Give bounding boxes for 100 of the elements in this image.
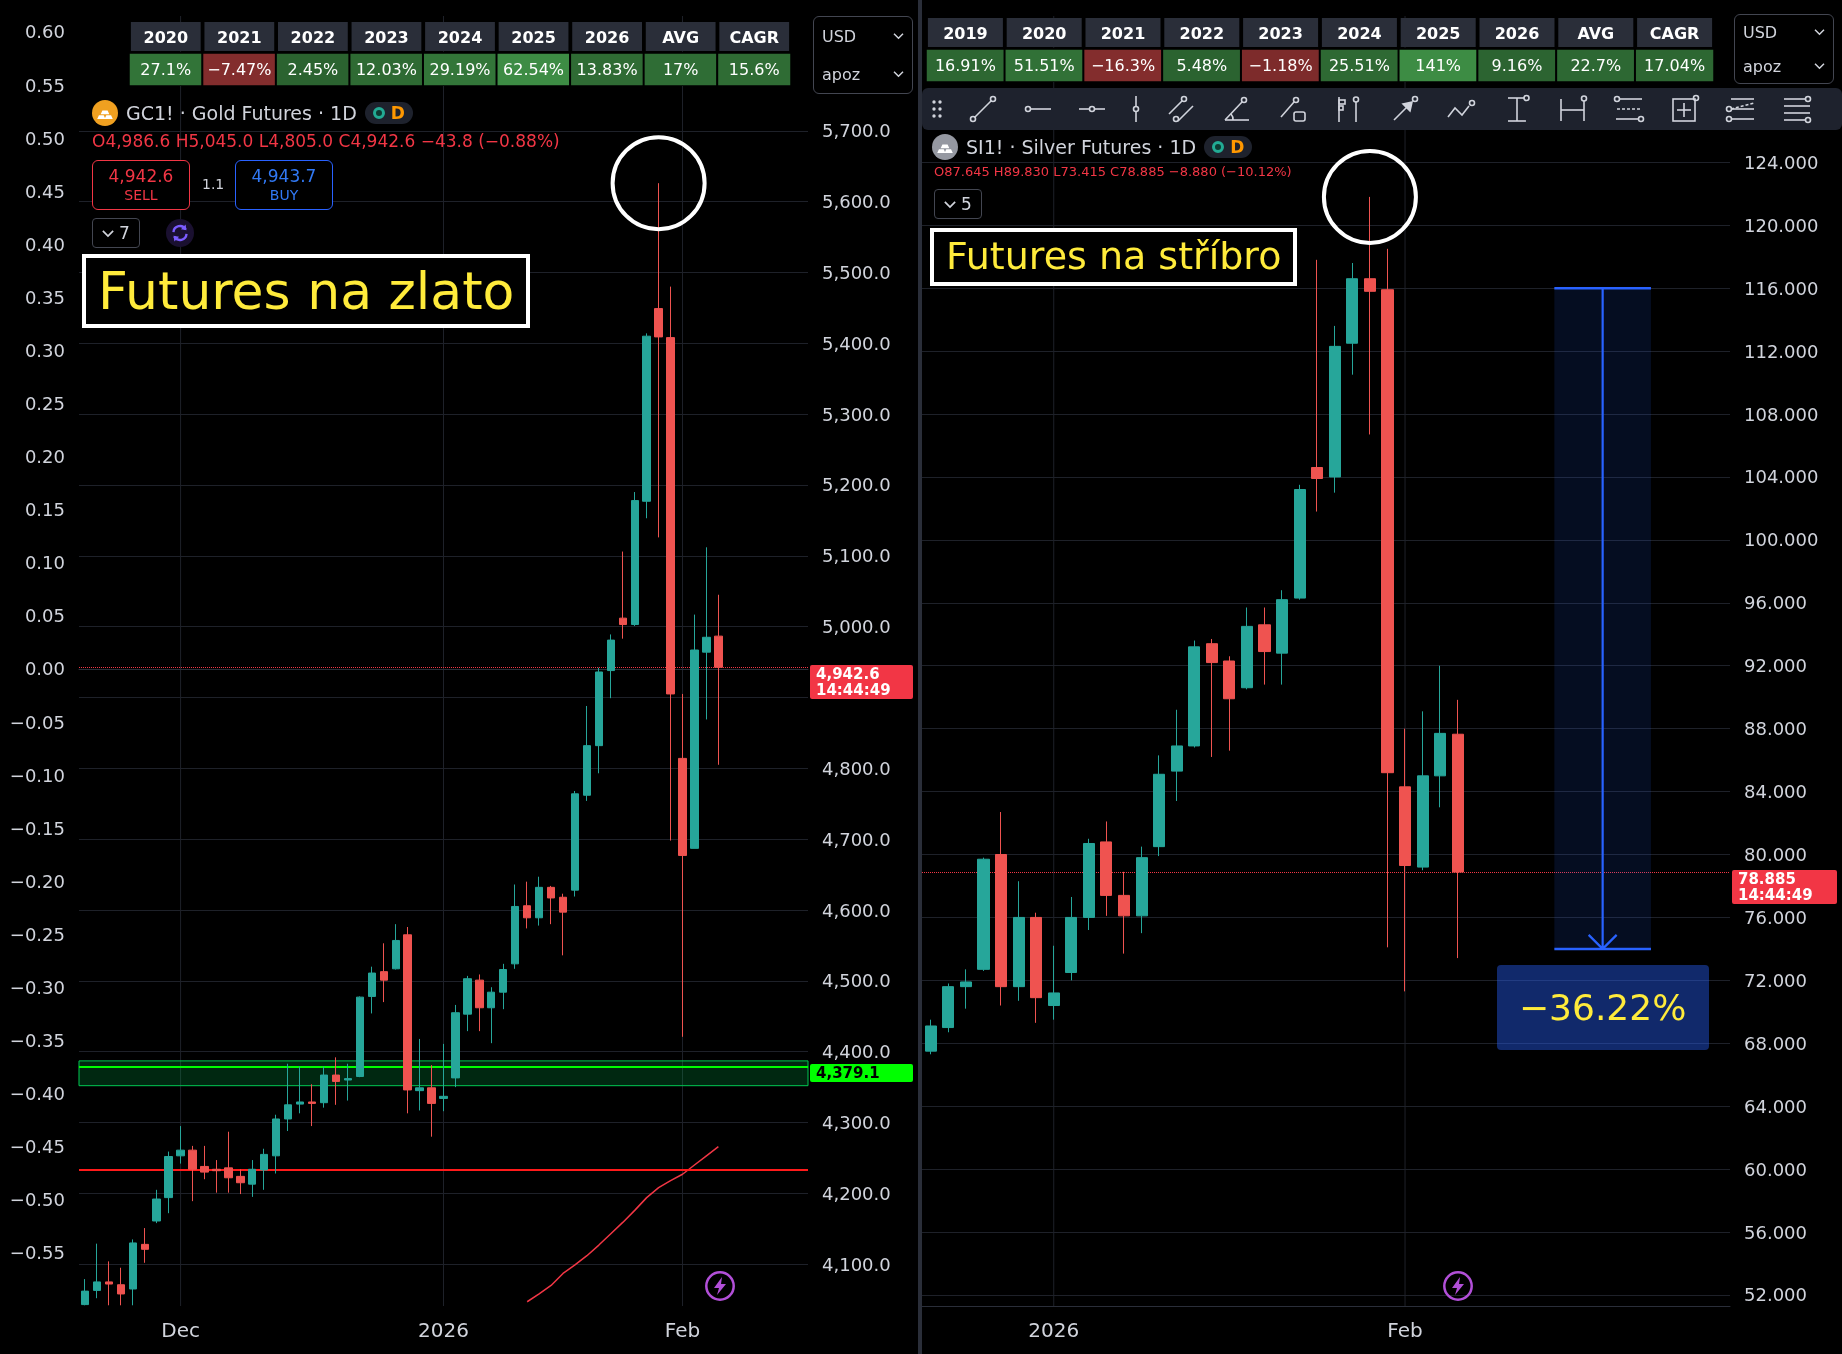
y-tick-label: 5,000.0 <box>822 616 891 638</box>
y2-tick-label: 0.00 <box>24 658 65 680</box>
candlestick <box>1241 607 1253 690</box>
y-tick-label: 5,500.0 <box>822 261 891 283</box>
candlestick <box>176 1125 185 1165</box>
y2-tick-label: 0.55 <box>24 74 65 96</box>
text: O4,986.6 H5,045.0 L4,805.0 C4,942.6 −43.8 (−0.88%) <box>92 131 560 151</box>
data-label: 29.19% <box>429 60 491 79</box>
y-tick-label: 108.000 <box>1744 403 1819 425</box>
data-label: 51.51% <box>1013 56 1075 75</box>
x-tick-label: 2026 <box>584 27 630 47</box>
y2-tick-label: −0.50 <box>9 1189 65 1211</box>
annotation: SELL <box>124 186 158 203</box>
candlestick <box>296 1066 304 1114</box>
candlestick <box>129 1238 137 1306</box>
candlestick <box>1329 325 1341 494</box>
y-tick-label: 56.000 <box>1744 1221 1807 1243</box>
annotation: 4,942.6 <box>108 166 174 187</box>
candlestick <box>164 1151 173 1214</box>
y2-tick-label: 0.35 <box>24 286 65 308</box>
candlestick <box>595 667 603 774</box>
candlestick <box>105 1260 113 1306</box>
candlestick <box>439 1043 448 1112</box>
y2-tick-label: 0.05 <box>24 605 65 627</box>
y2-tick-label: 0.40 <box>24 233 65 255</box>
x-tick-label: 2021 <box>217 27 262 47</box>
data-label: 16.91% <box>934 56 996 75</box>
x-tick-label: 2023 <box>1258 23 1303 43</box>
y-tick-label: 4,300.0 <box>822 1112 891 1134</box>
y2-tick-label: −0.55 <box>9 1242 65 1264</box>
y2-tick-label: 0.15 <box>24 499 65 521</box>
candlestick <box>427 1064 436 1138</box>
candlestick <box>272 1114 280 1175</box>
annotation: 7 <box>119 223 130 243</box>
candlestick <box>1030 912 1042 1024</box>
text: SI1! · Silver Futures · 1D <box>966 136 1197 158</box>
y-tick-label: 100.000 <box>1744 529 1819 551</box>
data-label: 141% <box>1415 56 1462 75</box>
dropdown: USD apoz <box>1734 14 1834 84</box>
x-tick-label: AVG <box>662 27 700 47</box>
candlestick <box>212 1159 221 1194</box>
candlestick <box>332 1056 340 1106</box>
x-tick-label: 2022 <box>290 27 336 47</box>
x-tick-label: CAGR <box>1649 23 1700 43</box>
candlestick <box>977 857 990 972</box>
sell-button: 4,942.6 SELL <box>92 160 190 210</box>
data-label: 15.6% <box>728 60 780 79</box>
label-box: Futures na zlato <box>82 254 531 329</box>
buy-button: 4,943.7 BUY <box>235 160 333 210</box>
x-tick-label: 2025 <box>511 27 556 47</box>
candlestick <box>344 1063 352 1102</box>
y-tick-label: 92.000 <box>1744 655 1807 677</box>
data-label: 13.83% <box>576 60 638 79</box>
candlestick <box>1013 880 1025 1002</box>
y2-tick-label: −0.25 <box>9 923 65 945</box>
dropdown: USD apoz <box>813 16 913 94</box>
annotation: 1.1 <box>202 176 225 192</box>
candlestick <box>642 332 651 519</box>
y-tick-label: 76.000 <box>1744 906 1807 928</box>
y-tick-label: 124.000 <box>1744 151 1819 173</box>
candlestick <box>1311 259 1323 513</box>
x-tick-label: 2019 <box>943 23 988 43</box>
y2-tick-label: −0.35 <box>9 1030 65 1052</box>
y-tick-label: 5,100.0 <box>822 545 891 567</box>
candlestick <box>960 968 972 1010</box>
candlestick <box>487 986 495 1044</box>
y-tick-label: 4,600.0 <box>822 899 891 921</box>
candlestick <box>1223 655 1235 752</box>
annotation: 5 <box>961 194 972 214</box>
candlestick <box>380 942 388 1003</box>
y2-tick-label: −0.15 <box>9 817 65 839</box>
y2-tick-label: 0.20 <box>24 446 65 468</box>
y-tick-label: 52.000 <box>1744 1284 1807 1306</box>
candlestick <box>1381 248 1394 948</box>
candlestick <box>1346 262 1358 376</box>
x-tick-label: 2022 <box>1179 23 1225 43</box>
y-tick-label: 68.000 <box>1744 1032 1807 1054</box>
candlestick <box>666 286 675 842</box>
candlestick <box>403 926 412 1114</box>
candlestick <box>547 885 555 925</box>
x-tick-label: 2026 <box>418 1318 469 1342</box>
x-tick-label: 2020 <box>143 27 189 47</box>
y2-tick-label: −0.40 <box>9 1083 65 1105</box>
y-tick-label: 64.000 <box>1744 1095 1807 1117</box>
candlestick <box>320 1066 328 1109</box>
x-tick-label: 2025 <box>1415 23 1461 43</box>
candlestick <box>1118 871 1130 955</box>
y-tick-label: 96.000 <box>1744 592 1807 614</box>
x-tick-label: 2024 <box>437 27 483 47</box>
candlestick <box>93 1243 101 1299</box>
candlestick <box>499 963 507 1010</box>
y2-tick-label: −0.30 <box>9 976 65 998</box>
candlestick <box>284 1063 292 1132</box>
candlestick <box>368 966 376 1014</box>
x-tick-label: 2020 <box>1021 23 1067 43</box>
y2-tick-label: −0.20 <box>9 870 65 892</box>
collapse-button: 5 <box>934 189 982 219</box>
candlestick <box>511 884 519 970</box>
y-tick-label: 5,400.0 <box>822 332 891 354</box>
annotation: D <box>1230 137 1245 157</box>
